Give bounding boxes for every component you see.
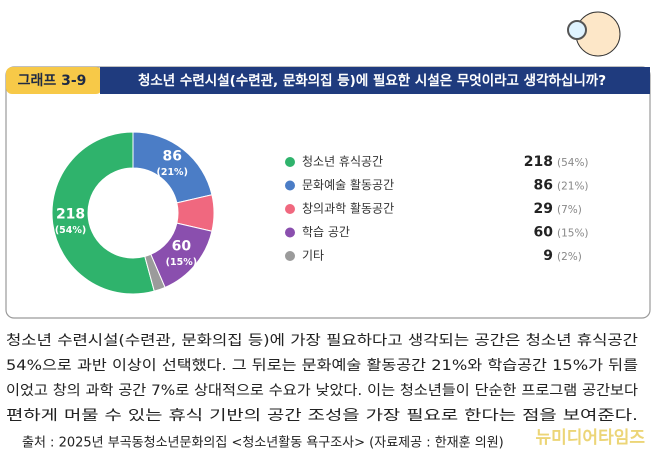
slice-percent-label: (21%): [157, 167, 188, 178]
legend-percent: (2%): [557, 251, 582, 263]
header-title: 청소년 수련시설(수련관, 문화의집 등)에 필요한 시설은 무엇이라고 생각하…: [138, 72, 606, 89]
body-text: 편하게 머물 수 있는 휴식 기반의 공간 조성을 가장 필요로 한다는 점을 …: [6, 408, 638, 424]
legend-percent: (7%): [557, 204, 582, 216]
slice-value-label: 86: [162, 149, 181, 165]
legend-marker: [285, 204, 295, 214]
pie-slice: [51, 131, 155, 295]
header-label: 그래프 3-9: [18, 73, 87, 89]
pie-slice: [144, 253, 166, 292]
slice-value-label: 60: [172, 238, 192, 254]
legend-value: 9: [543, 248, 553, 264]
body-text: 청소년 수련시설(수련관, 문화의집 등)에 가장 필요하다고 생각되는 공간은…: [6, 333, 638, 349]
chart-area: 218 (54%) 청소년 휴식공간 218 (54%) 86 (21%) 문화예술 활동공간…: [51, 131, 589, 295]
legend-value: 218: [524, 154, 553, 170]
legend-percent: (54%): [557, 157, 589, 169]
header-bar: [100, 67, 650, 94]
body-text: 54%으로 과반 이상이 선택했다. 그 뒤로는 문화예술 활동공간 21%와 …: [6, 358, 638, 374]
legend-label: 문화예술 활동공간: [302, 178, 394, 192]
header-tab: [6, 67, 102, 94]
legend-label: 학습 공간: [302, 225, 350, 239]
legend-marker: [285, 157, 295, 167]
source-text: 출처 : 2025년 부곡동청소년문화의집 <청소년활동 욕구조사> (자료제공…: [22, 436, 504, 451]
legend-label: 기타: [302, 249, 324, 263]
legend-value: 60: [534, 225, 554, 241]
legend-label: 창의과학 활동공간: [302, 202, 394, 216]
slice-value-label: 218: [56, 206, 85, 222]
legend-value: 86: [534, 178, 553, 194]
legend-marker: [285, 180, 295, 191]
legend-marker: [285, 227, 295, 238]
watermark: 뉴미디어타임즈: [536, 427, 646, 448]
legend-marker: [285, 251, 295, 261]
legend-percent: (21%): [557, 181, 589, 193]
slice-percent-label: (54%): [55, 225, 86, 236]
legend-value: 29: [534, 201, 553, 217]
legend-label: 청소년 휴식공간: [302, 155, 383, 169]
text-area: 청소년 수련시설(수련관, 문화의집 등)에 가장 필요하다고 생각되는 공간은…: [6, 333, 645, 451]
legend-percent: (15%): [557, 228, 589, 240]
slice-percent-label: (15%): [166, 257, 197, 268]
magnifier-icon: [567, 20, 587, 40]
body-text: 이었고 창의 과학 공간 7%로 상대적으로 수요가 낮았다. 이는 청소년들이…: [6, 383, 638, 399]
